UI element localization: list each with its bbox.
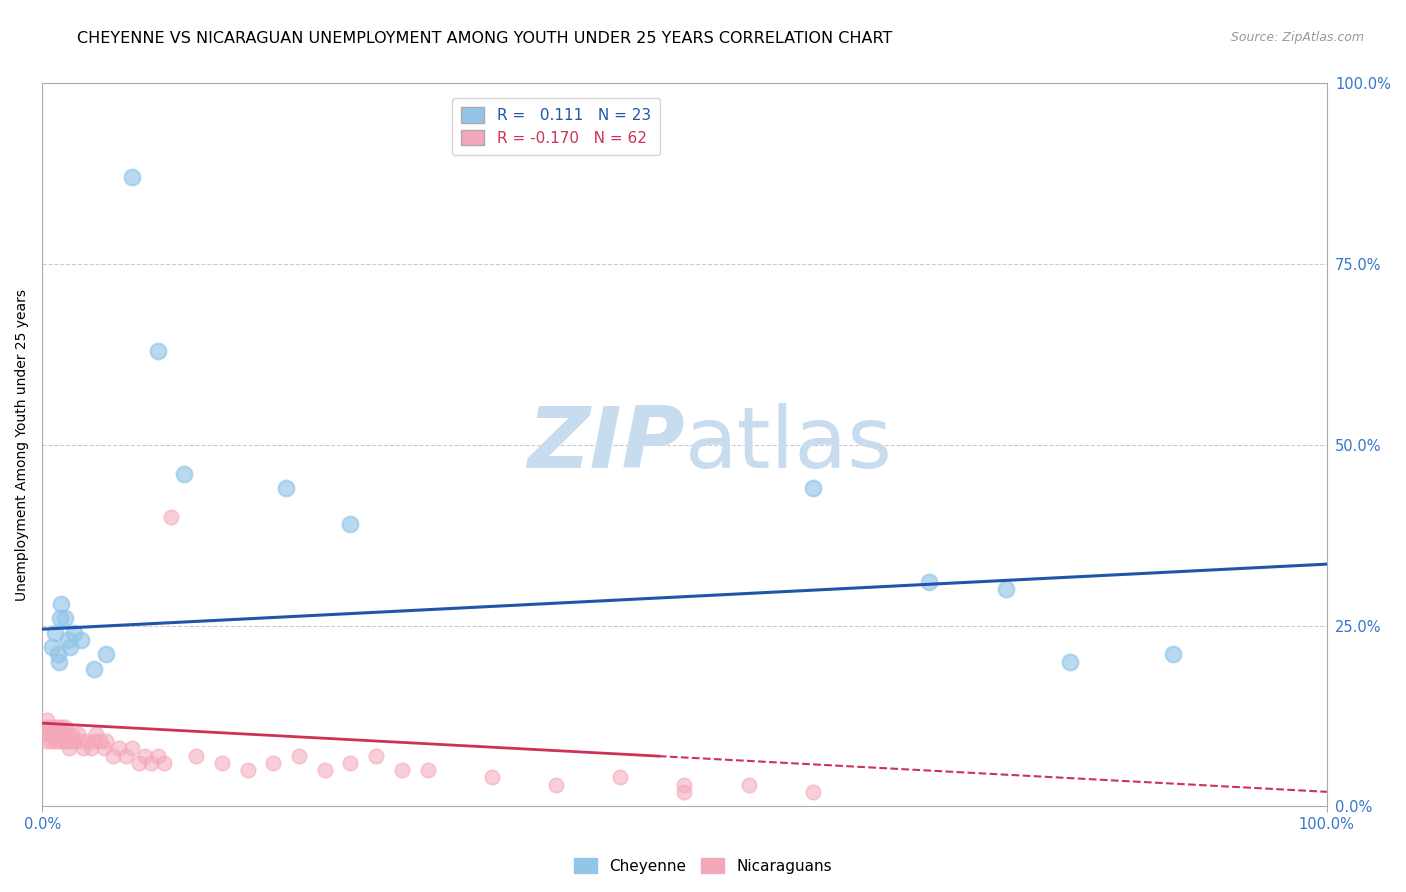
Text: Source: ZipAtlas.com: Source: ZipAtlas.com	[1230, 31, 1364, 45]
Point	[48, 655, 70, 669]
Point	[58, 741, 80, 756]
Point	[673, 778, 696, 792]
Legend: R =   0.111   N = 23, R = -0.170   N = 62: R = 0.111 N = 23, R = -0.170 N = 62	[453, 98, 659, 154]
Point	[80, 741, 103, 756]
Point	[121, 741, 143, 756]
Point	[51, 597, 73, 611]
Point	[69, 734, 91, 748]
Point	[38, 727, 60, 741]
Point	[76, 734, 98, 748]
Point	[46, 648, 69, 662]
Point	[63, 625, 86, 640]
Point	[59, 734, 82, 748]
Point	[44, 734, 66, 748]
Point	[53, 727, 76, 741]
Point	[673, 785, 696, 799]
Point	[53, 611, 76, 625]
Point	[339, 756, 361, 770]
Point	[121, 170, 143, 185]
Point	[314, 763, 336, 777]
Point	[84, 727, 107, 741]
Point	[544, 778, 567, 792]
Point	[801, 481, 824, 495]
Point	[72, 741, 94, 756]
Point	[60, 727, 83, 741]
Point	[41, 640, 63, 655]
Point	[134, 748, 156, 763]
Text: atlas: atlas	[685, 403, 893, 486]
Point	[52, 734, 75, 748]
Point	[83, 734, 105, 748]
Point	[1161, 648, 1184, 662]
Point	[236, 763, 259, 777]
Point	[53, 720, 76, 734]
Point	[96, 734, 118, 748]
Point	[83, 662, 105, 676]
Point	[128, 756, 150, 770]
Point	[49, 727, 72, 741]
Point	[101, 748, 124, 763]
Point	[56, 633, 79, 648]
Point	[141, 756, 163, 770]
Point	[366, 748, 388, 763]
Point	[59, 640, 82, 655]
Point	[211, 756, 233, 770]
Point	[186, 748, 208, 763]
Point	[159, 510, 181, 524]
Point	[45, 727, 67, 741]
Point	[89, 734, 111, 748]
Point	[108, 741, 131, 756]
Text: ZIP: ZIP	[527, 403, 685, 486]
Point	[1059, 655, 1081, 669]
Point	[42, 720, 65, 734]
Point	[173, 467, 195, 481]
Point	[391, 763, 413, 777]
Point	[48, 734, 70, 748]
Point	[69, 633, 91, 648]
Point	[49, 611, 72, 625]
Point	[339, 517, 361, 532]
Point	[276, 481, 298, 495]
Point	[146, 343, 169, 358]
Point	[481, 770, 503, 784]
Point	[96, 648, 118, 662]
Text: CHEYENNE VS NICARAGUAN UNEMPLOYMENT AMONG YOUTH UNDER 25 YEARS CORRELATION CHART: CHEYENNE VS NICARAGUAN UNEMPLOYMENT AMON…	[77, 31, 893, 46]
Point	[63, 734, 86, 748]
Point	[46, 720, 69, 734]
Point	[288, 748, 311, 763]
Point	[416, 763, 439, 777]
Point	[37, 713, 59, 727]
Point	[153, 756, 176, 770]
Point	[262, 756, 284, 770]
Point	[34, 720, 56, 734]
Point	[67, 727, 90, 741]
Point	[609, 770, 631, 784]
Point	[738, 778, 761, 792]
Point	[994, 582, 1017, 597]
Y-axis label: Unemployment Among Youth under 25 years: Unemployment Among Youth under 25 years	[15, 289, 30, 601]
Point	[56, 727, 79, 741]
Point	[32, 727, 55, 741]
Point	[51, 720, 73, 734]
Point	[917, 575, 939, 590]
Point	[146, 748, 169, 763]
Point	[55, 734, 77, 748]
Point	[114, 748, 136, 763]
Point	[39, 734, 62, 748]
Point	[44, 625, 66, 640]
Legend: Cheyenne, Nicaraguans: Cheyenne, Nicaraguans	[568, 852, 838, 880]
Point	[41, 727, 63, 741]
Point	[93, 741, 115, 756]
Point	[35, 734, 58, 748]
Point	[801, 785, 824, 799]
Point	[38, 720, 60, 734]
